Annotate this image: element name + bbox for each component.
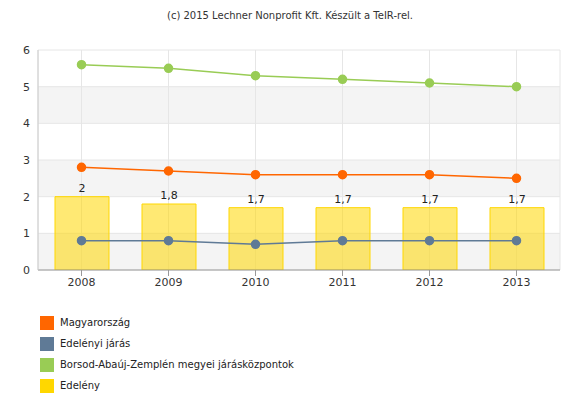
svg-text:2008: 2008 (68, 276, 96, 289)
svg-text:1: 1 (23, 227, 30, 240)
svg-text:3: 3 (23, 154, 30, 167)
svg-text:2: 2 (23, 191, 30, 204)
svg-text:6: 6 (23, 44, 30, 57)
svg-text:1,7: 1,7 (421, 193, 439, 206)
svg-text:2009: 2009 (155, 276, 183, 289)
svg-text:1,7: 1,7 (508, 193, 526, 206)
html-text:Edelény: Edelény (60, 380, 100, 391)
svg-text:1,7: 1,7 (247, 193, 265, 206)
svg-text:1,7: 1,7 (334, 193, 352, 206)
svg-text:1,8: 1,8 (160, 189, 178, 202)
html-text:Magyarország: Magyarország (60, 317, 131, 328)
html-text:Borsod-Abaúj-Zemplén megyei já: Borsod-Abaúj-Zemplén megyei járásközpont… (60, 359, 294, 370)
svg-text:2: 2 (79, 182, 86, 195)
svg-text:5: 5 (23, 81, 30, 94)
svg-text:4: 4 (23, 117, 30, 130)
svg-text:2010: 2010 (242, 276, 270, 289)
svg-text:2011: 2011 (329, 276, 357, 289)
svg-text:0: 0 (23, 264, 30, 277)
html-text:Edelényi járás: Edelényi járás (60, 338, 131, 349)
svg-text:2012: 2012 (416, 276, 444, 289)
html-text:(c) 2015 Lechner Nonprofit Kft: (c) 2015 Lechner Nonprofit Kft. Készült … (167, 10, 413, 21)
svg-text:2013: 2013 (503, 276, 531, 289)
